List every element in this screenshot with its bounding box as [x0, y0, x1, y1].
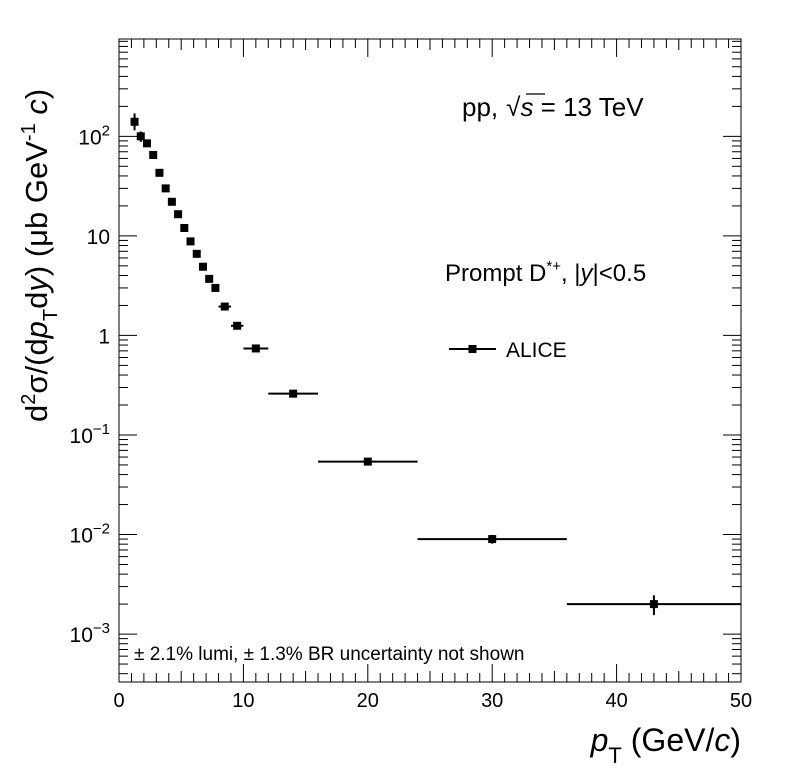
data-point-marker — [289, 389, 298, 398]
y-tick-label: 1 — [98, 325, 110, 348]
data-point-marker — [220, 302, 229, 311]
x-axis-title: pT (GeV/c) — [590, 722, 741, 768]
data-points — [130, 113, 741, 616]
data-point-marker — [363, 457, 372, 466]
data-point-marker — [488, 535, 497, 544]
legend-label-alice: ALICE — [506, 339, 567, 362]
y-tick-label: 102 — [78, 122, 110, 149]
particle-annotation: Prompt D*+, |y|<0.5 — [445, 258, 646, 287]
data-point-marker — [174, 210, 183, 219]
x-ticks — [118, 39, 742, 682]
data-point-marker — [192, 249, 201, 258]
x-tick-label: 50 — [730, 690, 752, 712]
legend-marker — [468, 345, 477, 353]
data-point-marker — [155, 168, 164, 177]
y-tick-label: 10−3 — [70, 620, 110, 647]
plot-frame — [118, 38, 742, 683]
y-tick-labels: 102 10 1 10−1 10−2 10−3 — [70, 122, 110, 647]
data-point-marker — [198, 262, 207, 271]
y-ticks — [119, 40, 741, 675]
data-point-marker — [251, 344, 260, 353]
uncertainty-footnote: ± 2.1% lumi, ± 1.3% BR uncertainty not s… — [134, 644, 524, 665]
legend: ALICE — [449, 339, 567, 362]
x-tick-label: 30 — [481, 690, 503, 712]
data-point-marker — [211, 283, 220, 292]
data-point-marker — [186, 237, 195, 246]
data-point-marker — [149, 150, 158, 159]
data-point-marker — [167, 197, 176, 206]
x-tick-label: 40 — [605, 690, 627, 712]
data-point-marker — [136, 132, 145, 141]
data-point-marker — [130, 117, 139, 126]
data-point-marker — [142, 139, 151, 148]
y-tick-label: 10−2 — [70, 521, 110, 548]
data-point-marker — [205, 274, 214, 283]
x-tick-label: 0 — [113, 690, 124, 712]
data-point-marker — [180, 223, 189, 232]
x-tick-label: 10 — [232, 690, 254, 712]
system-annotation: pp, √s = 13 TeV — [462, 92, 644, 122]
x-tick-labels: 0 10 20 30 40 50 — [113, 690, 752, 712]
data-point-marker — [233, 321, 242, 330]
y-axis-title: d2σ/(dpTdy) (μb GeV-1 c) — [18, 89, 62, 422]
y-tick-label: 10 — [87, 226, 110, 249]
x-tick-label: 20 — [357, 690, 379, 712]
data-point-marker — [161, 184, 170, 193]
y-tick-label: 10−1 — [70, 421, 110, 448]
data-point-marker — [649, 600, 658, 609]
